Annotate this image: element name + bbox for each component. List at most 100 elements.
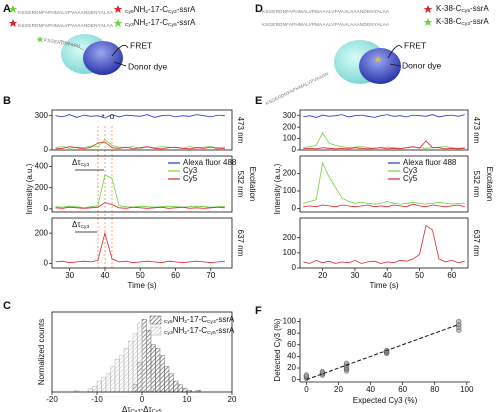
legend-label: Cy5NH2-17-CCy3-ssrA bbox=[164, 315, 235, 325]
sequence: KSGERDNFAPHMALVPVAAANDENYALAA bbox=[18, 23, 114, 28]
fret-label: FRET bbox=[404, 40, 426, 50]
histogram-bar bbox=[105, 373, 111, 393]
trace bbox=[303, 140, 465, 150]
data-point bbox=[319, 368, 326, 375]
panel-label: A bbox=[3, 3, 11, 15]
histogram-bar bbox=[110, 366, 116, 393]
diagram-a: KSGERDNFAPHMALVPVAAANDENYALAA KSGERDNFAP… bbox=[8, 5, 167, 75]
text-part: NH bbox=[134, 18, 146, 27]
x-tick-label: 50 bbox=[136, 271, 145, 280]
panel-label: F bbox=[255, 305, 262, 317]
panel-frame bbox=[299, 217, 469, 269]
y-tick-label: 0 bbox=[44, 259, 49, 268]
y-tick-label: 100 bbox=[283, 317, 297, 326]
trace bbox=[55, 202, 225, 209]
x-tick-label: 70 bbox=[206, 271, 215, 280]
legend-swatch bbox=[149, 326, 162, 336]
x-tick-label: 40 bbox=[366, 385, 375, 394]
y-tick-label: 20 bbox=[287, 363, 296, 372]
x-tick-label: 80 bbox=[430, 385, 439, 394]
text-part: -17-C bbox=[187, 315, 207, 324]
construct-label: K-38-CCy5-ssrA bbox=[436, 4, 489, 14]
panel-frame bbox=[299, 109, 469, 151]
text-part: NH bbox=[173, 326, 185, 335]
text-part: 2 bbox=[184, 330, 187, 336]
histogram-bar bbox=[96, 380, 102, 393]
dye-star bbox=[113, 5, 123, 13]
histogram-bar bbox=[173, 380, 179, 393]
x-tick-label: 50 bbox=[415, 271, 424, 280]
trace bbox=[55, 139, 225, 149]
excitation-label: 532 nm bbox=[236, 171, 245, 198]
text-part: -ssrA bbox=[470, 17, 489, 26]
x-tick-label: 60 bbox=[171, 271, 180, 280]
sequence: KSGERDNFAPHMALVPMAAALVPVAALAAANDENYALAA bbox=[262, 22, 390, 27]
panel-frame bbox=[299, 155, 469, 213]
text-part: Cy5 bbox=[207, 330, 216, 336]
text-part: 2 bbox=[184, 319, 187, 325]
x-tick-label: -20 bbox=[46, 395, 58, 404]
dye-star bbox=[8, 5, 18, 13]
text-part: -ssrA bbox=[216, 326, 235, 335]
data-point bbox=[456, 318, 462, 325]
panel-frame bbox=[51, 217, 233, 269]
trace bbox=[55, 174, 225, 209]
trace bbox=[303, 132, 465, 149]
text-part: -17-C bbox=[148, 18, 168, 27]
dye-star bbox=[423, 18, 433, 26]
x-tick-label: 10 bbox=[183, 395, 192, 404]
side-title: Excitation bbox=[248, 167, 257, 202]
construct-label: Cy5NH2-17-CCy3-ssrA bbox=[125, 5, 196, 15]
dye-star bbox=[423, 5, 433, 13]
text-part: -ssrA bbox=[177, 18, 196, 27]
histogram-bar bbox=[101, 377, 107, 393]
text-part: -ssrA bbox=[177, 5, 196, 14]
y-tick-label: 40 bbox=[287, 352, 296, 361]
histogram-bar bbox=[164, 366, 170, 393]
legend-label: Cy5 bbox=[183, 174, 198, 183]
legend-label: Cy3 bbox=[403, 166, 418, 175]
fret-arrow bbox=[111, 44, 129, 57]
legend-swatch bbox=[149, 315, 162, 325]
histogram-bar bbox=[128, 340, 134, 393]
y-tick-label: 60 bbox=[287, 340, 296, 349]
trend-line bbox=[306, 323, 459, 381]
donor-label: Donor dye bbox=[128, 61, 167, 71]
excitation-label: 637 nm bbox=[236, 230, 245, 257]
histogram-bar bbox=[141, 326, 147, 393]
x-axis-title: ΔτCy3-ΔτCy5 bbox=[122, 405, 162, 412]
interval-label: ΔτCy3 bbox=[72, 158, 89, 168]
excitation-label: 473 nm bbox=[236, 117, 245, 144]
text-part: Cy3 bbox=[125, 22, 134, 28]
trace bbox=[303, 114, 465, 118]
y-tick-label: 0 bbox=[44, 204, 49, 213]
y-axis-title: Intensity (a.u.) bbox=[25, 163, 34, 214]
histogram-bar bbox=[92, 386, 98, 393]
construct-label: K-38-CCy3-ssrA bbox=[436, 17, 489, 27]
donor-label: Donor dye bbox=[402, 60, 441, 70]
legend-label: Cy5 bbox=[403, 174, 418, 183]
trace bbox=[303, 203, 465, 208]
y-axis-title: Intensity (a.u.) bbox=[273, 163, 282, 214]
text-part: Δτ bbox=[72, 220, 81, 229]
x-tick-label: 20 bbox=[334, 385, 343, 394]
side-title: Excitation bbox=[485, 167, 494, 202]
panel-frame bbox=[51, 109, 233, 151]
text-part: -ssrA bbox=[216, 315, 235, 324]
text-part: -17-C bbox=[187, 326, 207, 335]
text-part: Cy3 bbox=[81, 224, 90, 230]
x-axis-title: Time (s) bbox=[369, 281, 398, 290]
legend-label: Cy3 bbox=[183, 166, 198, 175]
text-part: K-38-C bbox=[436, 4, 462, 13]
y-tick-label: 80 bbox=[287, 328, 296, 337]
fret-arrow bbox=[387, 45, 403, 59]
histogram-bar bbox=[132, 333, 138, 393]
x-axis-title: Time (s) bbox=[127, 281, 156, 290]
histogram-bar bbox=[168, 373, 174, 393]
x-tick-label: 60 bbox=[447, 271, 456, 280]
histogram-bar bbox=[155, 348, 161, 393]
x-tick-label: 0 bbox=[140, 395, 145, 404]
y-tick-label: 0 bbox=[292, 375, 297, 384]
x-tick-label: 100 bbox=[460, 385, 474, 394]
sequence: KSGERDNFAPHMALVPVAAAN bbox=[265, 71, 330, 106]
